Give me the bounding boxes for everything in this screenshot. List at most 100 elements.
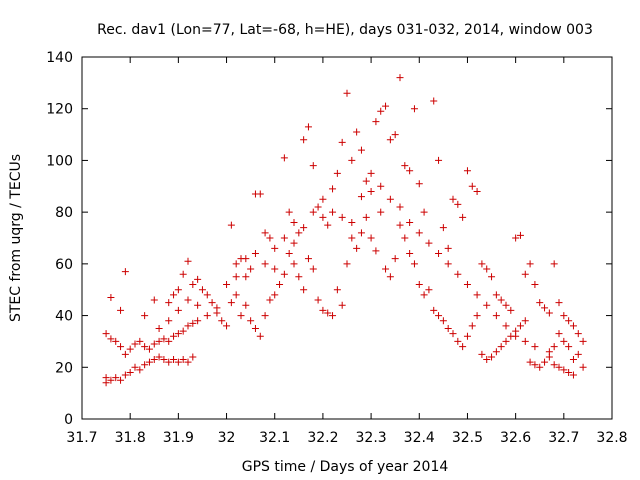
x-tick-label: 31.7 bbox=[66, 430, 97, 446]
data-point bbox=[184, 322, 192, 330]
data-point bbox=[516, 231, 524, 239]
data-point bbox=[271, 244, 279, 252]
data-point bbox=[454, 337, 462, 345]
y-tick-label: 20 bbox=[55, 360, 73, 376]
data-point bbox=[160, 356, 168, 364]
data-point bbox=[319, 306, 327, 314]
data-point bbox=[444, 244, 452, 252]
data-point bbox=[165, 358, 173, 366]
data-point bbox=[145, 345, 153, 353]
data-point bbox=[247, 265, 255, 273]
data-point bbox=[300, 286, 308, 294]
data-point bbox=[280, 154, 288, 162]
data-point bbox=[550, 343, 558, 351]
data-point bbox=[155, 337, 163, 345]
data-point bbox=[560, 312, 568, 320]
data-point bbox=[189, 319, 197, 327]
data-point bbox=[170, 332, 178, 340]
data-point bbox=[357, 146, 365, 154]
x-tick-label: 32.7 bbox=[548, 430, 579, 446]
x-tick-label: 32.4 bbox=[404, 430, 435, 446]
data-point bbox=[555, 299, 563, 307]
data-point bbox=[569, 371, 577, 379]
data-point bbox=[107, 335, 115, 343]
data-point bbox=[444, 325, 452, 332]
data-point bbox=[329, 312, 337, 320]
data-point bbox=[102, 379, 110, 387]
data-point bbox=[483, 265, 491, 273]
data-point bbox=[560, 366, 568, 374]
data-point bbox=[314, 296, 322, 304]
y-tick-label: 140 bbox=[46, 50, 73, 66]
plot-frame bbox=[81, 56, 613, 420]
data-point bbox=[353, 128, 361, 136]
y-axis-label: STEC from uqrg / TECUs bbox=[8, 154, 24, 322]
data-point bbox=[145, 358, 153, 366]
data-point bbox=[304, 255, 312, 263]
x-tick-label: 32.2 bbox=[307, 430, 338, 446]
data-point bbox=[463, 167, 471, 175]
data-point bbox=[488, 273, 496, 281]
data-point bbox=[512, 234, 520, 242]
data-point bbox=[396, 203, 404, 211]
data-point bbox=[449, 330, 457, 338]
data-point bbox=[531, 343, 539, 351]
data-point bbox=[242, 301, 250, 309]
data-point bbox=[435, 156, 443, 164]
data-point bbox=[521, 317, 529, 325]
data-point bbox=[444, 260, 452, 268]
data-point bbox=[333, 169, 341, 177]
y-axis: 0 20 40 60 80 100 120 140 bbox=[46, 50, 612, 428]
data-point bbox=[579, 363, 587, 371]
data-point bbox=[454, 200, 462, 208]
data-point bbox=[483, 356, 491, 364]
data-point bbox=[194, 301, 202, 309]
data-point bbox=[223, 322, 231, 330]
data-point bbox=[382, 102, 390, 110]
data-point bbox=[454, 270, 462, 278]
data-point bbox=[377, 107, 385, 115]
data-point bbox=[382, 265, 390, 273]
data-point bbox=[174, 358, 182, 366]
data-point bbox=[141, 361, 149, 369]
data-point bbox=[271, 265, 279, 273]
data-point bbox=[541, 304, 549, 312]
data-point bbox=[232, 291, 240, 299]
data-point bbox=[227, 221, 235, 229]
data-point bbox=[309, 162, 317, 170]
data-point bbox=[174, 306, 182, 314]
x-tick-label: 32.1 bbox=[259, 430, 290, 446]
data-point bbox=[179, 270, 187, 278]
data-point bbox=[565, 368, 573, 376]
data-point bbox=[449, 195, 457, 203]
data-point bbox=[502, 337, 510, 345]
data-point bbox=[348, 234, 356, 242]
data-point bbox=[348, 156, 356, 164]
data-point bbox=[271, 291, 279, 299]
data-point bbox=[512, 332, 520, 340]
data-point bbox=[203, 312, 211, 320]
data-point bbox=[362, 177, 370, 185]
data-point bbox=[439, 224, 447, 232]
data-point bbox=[430, 97, 438, 105]
data-point bbox=[541, 358, 549, 366]
data-point bbox=[531, 281, 539, 289]
data-point bbox=[300, 224, 308, 232]
data-point bbox=[338, 301, 346, 309]
data-point bbox=[391, 255, 399, 263]
y-tick-label: 0 bbox=[64, 412, 73, 428]
data-point bbox=[184, 296, 192, 304]
data-point bbox=[357, 193, 365, 201]
data-point bbox=[526, 260, 534, 268]
x-tick-label: 32.6 bbox=[500, 430, 531, 446]
data-point bbox=[280, 234, 288, 242]
data-point bbox=[295, 273, 303, 281]
data-point bbox=[569, 356, 577, 364]
data-point bbox=[290, 260, 298, 268]
data-point bbox=[174, 330, 182, 338]
data-point bbox=[516, 322, 524, 330]
data-point bbox=[420, 208, 428, 216]
data-point bbox=[242, 255, 250, 263]
data-point bbox=[396, 74, 404, 82]
